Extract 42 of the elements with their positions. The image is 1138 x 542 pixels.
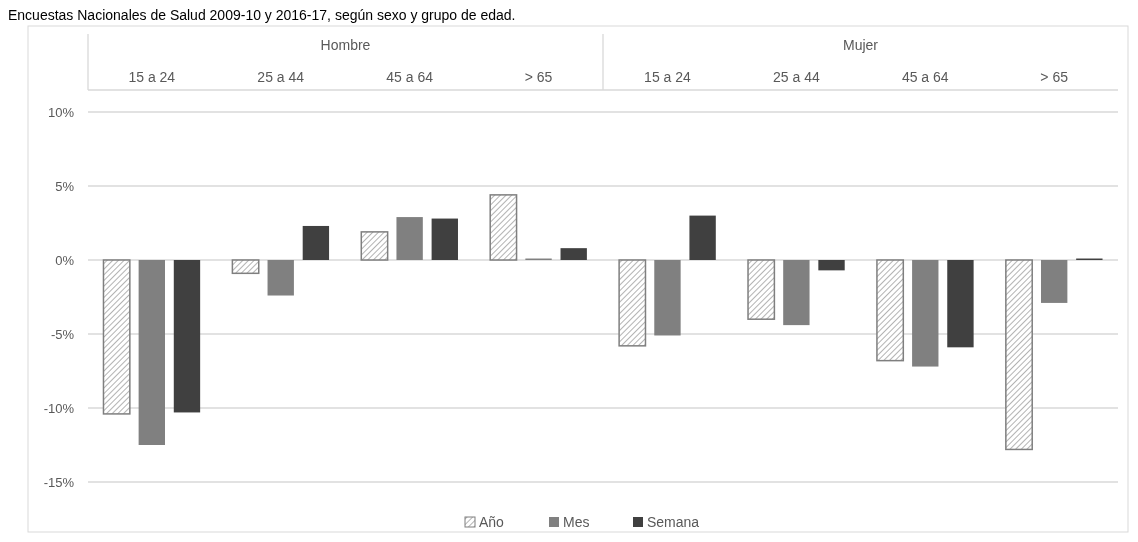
bar <box>173 260 201 413</box>
y-tick-label: -10% <box>43 400 75 416</box>
bar <box>138 260 165 445</box>
bar <box>431 218 458 260</box>
x-tick-label: 25 a 44 <box>257 69 305 85</box>
chart-title: Encuestas Nacionales de Salud 2009-10 y 2016-17, según sexo y grupo de edad. <box>8 7 516 23</box>
bar <box>231 259 260 275</box>
bar <box>302 225 330 260</box>
bar <box>947 260 974 348</box>
x-tick-label: 15 a 24 <box>128 69 176 85</box>
x-tick-label: 15 a 24 <box>644 69 692 85</box>
y-tick-label: 5% <box>55 178 75 194</box>
text: Hombre <box>320 37 371 53</box>
bar <box>360 231 389 261</box>
y-tick-label: 10% <box>47 104 75 120</box>
bar <box>1005 259 1033 451</box>
legend-label: Semana <box>647 514 700 530</box>
bar <box>876 259 905 362</box>
y-tick-label: -5% <box>50 326 75 342</box>
bar <box>396 217 423 260</box>
bar <box>1041 260 1068 303</box>
bar <box>654 260 681 336</box>
bar <box>818 260 845 271</box>
x-tick-label: 45 a 64 <box>901 69 949 85</box>
legend-label: Año <box>479 514 505 530</box>
bar <box>912 260 939 367</box>
bar <box>747 259 776 320</box>
x-tick-label: > 65 <box>524 69 553 85</box>
y-tick-label: 0% <box>55 252 75 268</box>
bar <box>618 259 647 347</box>
y-tick-label: -15% <box>43 474 75 490</box>
bar <box>783 260 810 326</box>
text: Mujer <box>842 37 879 53</box>
x-tick-label: 25 a 44 <box>773 69 820 85</box>
legend-label: Mes <box>563 514 590 530</box>
bar <box>267 260 294 296</box>
x-tick-label: > 65 <box>1040 69 1069 85</box>
bar <box>689 215 716 260</box>
bar <box>489 194 518 261</box>
bar <box>560 248 587 260</box>
bar <box>102 259 131 415</box>
x-tick-label: 45 a 64 <box>386 69 434 85</box>
